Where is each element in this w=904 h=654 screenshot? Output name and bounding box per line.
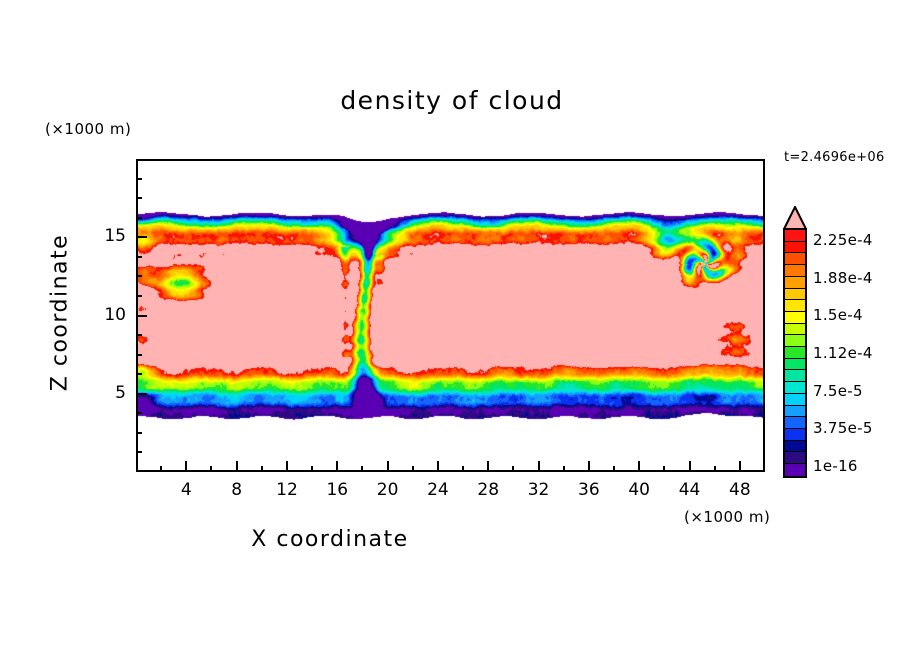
- page-title: density of cloud: [340, 86, 564, 115]
- colorbar-tick-label: 3.75e-5: [813, 419, 873, 438]
- colorbar-tick-label: 2.25e-4: [813, 231, 873, 249]
- x-tick-major: [235, 461, 238, 472]
- colorbar-segment: [785, 382, 805, 394]
- x-tick-major: [386, 461, 389, 472]
- x-tick-minor: [613, 466, 616, 472]
- x-tick-label: 16: [326, 480, 349, 500]
- colorbar-tick-label: 7.5e-5: [813, 381, 863, 400]
- x-tick-major: [436, 461, 439, 472]
- x-tick-minor: [462, 466, 465, 472]
- colorbar-segment: [785, 311, 805, 324]
- colorbar-tick-label: 1e-16: [813, 457, 858, 475]
- x-tick-minor: [411, 466, 414, 472]
- x-tick-label: 20: [376, 480, 399, 500]
- y-tick-minor: [136, 255, 142, 258]
- y-tick-minor: [136, 412, 142, 415]
- x-tick-label: 44: [678, 480, 701, 500]
- y-tick-label: 10: [104, 304, 126, 325]
- x-tick-label: 12: [276, 480, 298, 500]
- colorbar-segment: [785, 335, 805, 348]
- y-tick-minor: [136, 177, 142, 180]
- timestamp-annotation: t=2.4696e+06: [784, 150, 885, 165]
- colorbar-tick-label: 1.5e-4: [813, 306, 863, 325]
- contour-plot-area: [136, 159, 765, 472]
- x-tick-label: 32: [527, 480, 550, 500]
- colorbar-extend-arrow: [783, 206, 807, 230]
- colorbar-segment: [785, 440, 805, 453]
- colorbar-segment: [785, 417, 805, 429]
- x-tick-major: [688, 461, 691, 472]
- x-tick-label: 24: [427, 480, 449, 500]
- x-tick-major: [336, 461, 339, 472]
- x-tick-label: 4: [180, 480, 192, 500]
- colorbar-segment: [785, 241, 805, 254]
- colorbar-segment: [785, 393, 805, 406]
- y-tick-minor: [136, 216, 142, 219]
- x-tick-label: 36: [578, 480, 600, 500]
- colorbar-segment: [785, 347, 805, 359]
- x-tick-minor: [361, 466, 364, 472]
- colorbar: [783, 228, 807, 478]
- x-tick-minor: [210, 466, 213, 472]
- colorbar-segment: [785, 276, 805, 289]
- y-tick-major: [136, 314, 147, 317]
- y-tick-minor: [136, 334, 142, 337]
- x-axis-unit-label: (×1000 m): [684, 508, 771, 526]
- y-tick-label: 5: [115, 382, 126, 403]
- x-tick-minor: [260, 466, 263, 472]
- x-tick-major: [638, 461, 641, 472]
- x-tick-minor: [663, 466, 666, 472]
- y-tick-major: [136, 392, 147, 395]
- field-canvas-wrap: [138, 161, 763, 470]
- x-tick-major: [537, 461, 540, 472]
- x-tick-major: [285, 461, 288, 472]
- x-tick-minor: [160, 466, 163, 472]
- x-tick-minor: [311, 466, 314, 472]
- x-tick-label: 8: [231, 480, 243, 500]
- colorbar-segment: [785, 230, 805, 242]
- colorbar-segment: [785, 358, 805, 371]
- x-tick-minor: [713, 466, 716, 472]
- colorbar-segment: [785, 288, 805, 301]
- y-tick-minor: [136, 353, 142, 356]
- x-tick-major: [487, 461, 490, 472]
- z-axis-unit-label: (×1000 m): [45, 120, 132, 138]
- cloud-density-field: [138, 161, 763, 470]
- y-tick-minor: [136, 294, 142, 297]
- colorbar-segment: [785, 464, 805, 476]
- colorbar-tick-label: 1.88e-4: [813, 268, 873, 287]
- x-axis-title: X coordinate: [251, 527, 409, 552]
- y-tick-minor: [136, 451, 142, 454]
- y-tick-minor: [136, 431, 142, 434]
- x-tick-label: 40: [628, 480, 650, 500]
- x-tick-label: 48: [729, 480, 751, 500]
- y-axis-title: Z coordinate: [47, 233, 73, 392]
- x-tick-label: 28: [477, 480, 500, 500]
- y-tick-minor: [136, 275, 142, 278]
- colorbar-segment: [785, 370, 805, 383]
- colorbar-segment: [785, 300, 805, 312]
- colorbar-segment: [785, 253, 805, 266]
- x-tick-minor: [562, 466, 565, 472]
- y-tick-major: [136, 236, 147, 239]
- colorbar-tick-label: 1.12e-4: [813, 344, 873, 362]
- x-tick-minor: [512, 466, 515, 472]
- colorbar-segment: [785, 452, 805, 465]
- x-tick-major: [587, 461, 590, 472]
- x-tick-major: [185, 461, 188, 472]
- colorbar-segment: [785, 405, 805, 418]
- y-tick-minor: [136, 373, 142, 376]
- x-tick-major: [738, 461, 741, 472]
- colorbar-segment: [785, 323, 805, 336]
- y-tick-label: 15: [104, 226, 126, 247]
- colorbar-segment: [785, 428, 805, 441]
- colorbar-segment: [785, 265, 805, 277]
- y-tick-minor: [136, 197, 142, 200]
